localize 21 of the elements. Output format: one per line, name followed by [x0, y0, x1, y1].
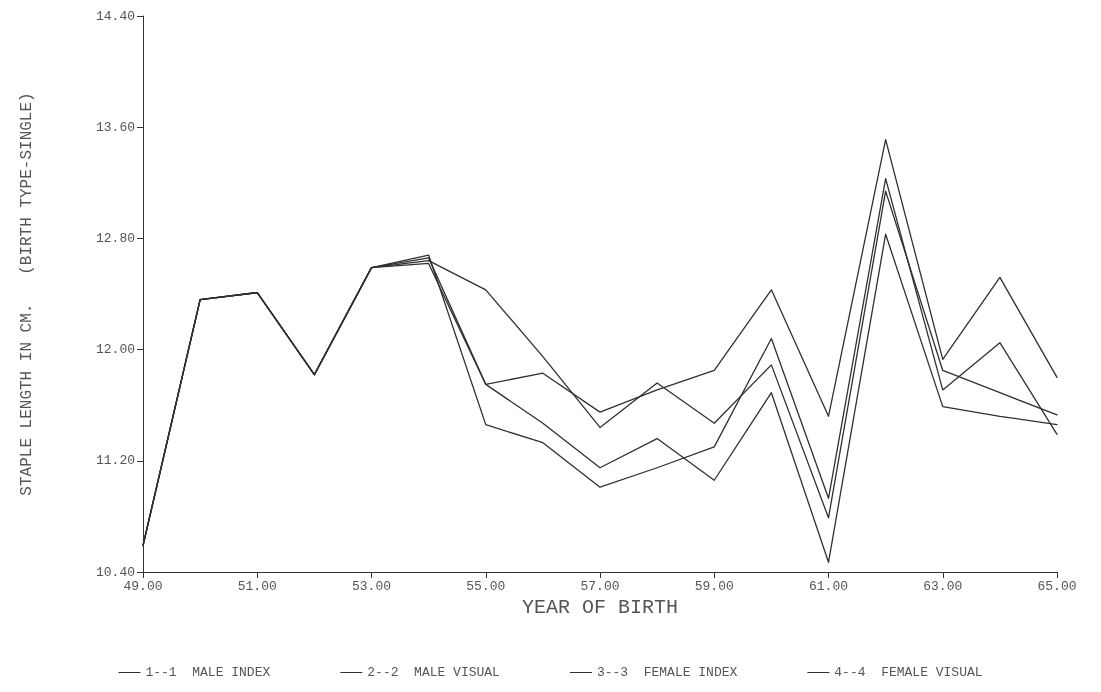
x-axis-title: YEAR OF BIRTH — [521, 596, 679, 620]
y-tick-label: 13.60 — [95, 119, 135, 135]
legend-label: 3--3 FEMALE INDEX — [596, 665, 738, 680]
y-tick-label: 12.80 — [95, 230, 135, 246]
x-tick-label: 57.00 — [580, 579, 620, 594]
y-tick-label: 11.20 — [95, 453, 135, 469]
x-tick-label: 55.00 — [466, 579, 506, 594]
legend-label: 2--2 MALE VISUAL — [367, 665, 500, 680]
x-tick-label: 63.00 — [923, 579, 963, 594]
y-tick-label: 10.40 — [95, 564, 135, 580]
x-tick-label: 59.00 — [694, 579, 734, 594]
x-tick-label: 51.00 — [237, 579, 277, 594]
y-axis-title: STAPLE LENGTH IN CM. (BIRTH TYPE-SINGLE) — [18, 92, 36, 496]
legend-label: 4--4 FEMALE VISUAL — [834, 665, 983, 680]
y-tick-label: 12.00 — [95, 342, 135, 358]
x-tick-label: 53.00 — [351, 579, 392, 594]
y-tick-label: 14.40 — [95, 8, 135, 24]
legend-label: 1--1 MALE INDEX — [145, 665, 271, 680]
x-tick-label: 65.00 — [1037, 579, 1077, 594]
x-tick-label: 49.00 — [123, 579, 163, 594]
x-tick-label: 61.00 — [808, 579, 849, 594]
